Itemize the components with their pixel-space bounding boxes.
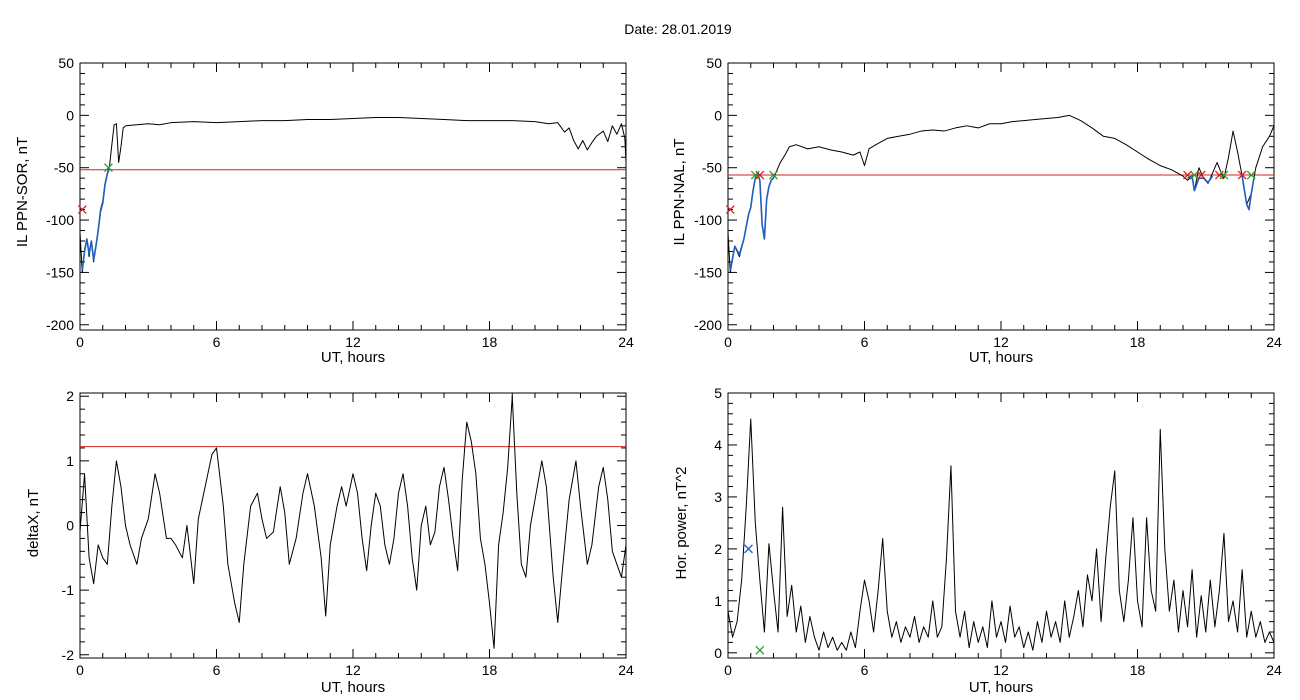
- marker-stroke: [1219, 170, 1229, 180]
- marker-stroke: [725, 205, 735, 215]
- marker-stroke: [755, 645, 765, 655]
- y-tick-label: -2: [62, 647, 75, 663]
- xlabel-hor-power: UT, hours: [969, 679, 1033, 696]
- x-tick-label: 6: [861, 662, 869, 678]
- marker-green: [755, 645, 765, 655]
- x-tick-label: 18: [482, 334, 498, 350]
- y-tick-label: -50: [702, 160, 722, 176]
- y-tick-label: 0: [66, 518, 74, 534]
- y-tick-label: -50: [54, 160, 74, 176]
- series-line-blue: [81, 167, 111, 271]
- y-tick-label: 50: [58, 55, 74, 71]
- data-layer-ppn-sor: [80, 116, 626, 273]
- data-layer-ppn-nal: [728, 114, 1274, 273]
- y-tick-label: 1: [714, 593, 722, 609]
- y-tick-label: 4: [714, 437, 722, 453]
- ylabel-ppn-sor: IL PPN-SOR, nT: [14, 137, 31, 247]
- marker-blue: [744, 544, 753, 554]
- x-tick-label: 6: [861, 334, 869, 350]
- series-line-black: [728, 418, 1274, 651]
- y-tick-label: -100: [46, 212, 74, 228]
- x-tick-label: 24: [618, 334, 634, 350]
- xlabel-ppn-nal: UT, hours: [969, 349, 1033, 366]
- x-tick-label: 0: [724, 662, 732, 678]
- marker-red: [755, 170, 765, 180]
- x-tick-label: 0: [76, 334, 84, 350]
- data-layer-hor-power: [728, 418, 1274, 651]
- ylabel-ppn-nal: IL PPN-NAL, nT: [671, 139, 688, 246]
- marker-green: [103, 163, 113, 173]
- marker-stroke: [744, 544, 753, 554]
- series-line-black: [80, 395, 626, 649]
- panel-deltax: 0 6 12 18 24 2 1 0 -1 -2 UT, hours deltaX, nT: [25, 388, 634, 696]
- y-tick-label: -1: [62, 582, 75, 598]
- y-tick-label: -200: [46, 317, 74, 333]
- marker-stroke: [1237, 170, 1247, 180]
- marker-red: [1237, 170, 1247, 180]
- marker-green: [769, 170, 778, 180]
- marker-red: [725, 205, 735, 215]
- x-tick-label: 0: [724, 334, 732, 350]
- y-tick-label: 2: [714, 541, 722, 557]
- ylabel-hor-power: Hor. power, nT^2: [673, 467, 690, 580]
- y-tick-label: 0: [66, 107, 74, 123]
- panel-ppn-nal: 0 6 12 18 24 50 0 -50 -100 -150 -200 UT, hours IL …: [671, 55, 1282, 366]
- x-tick-label: 24: [1266, 662, 1282, 678]
- x-tick-label: 18: [1130, 334, 1146, 350]
- marker-stroke: [77, 205, 87, 215]
- y-tick-label: 50: [706, 55, 722, 71]
- y-tick-label: 2: [66, 388, 74, 404]
- y-tick-label: 3: [714, 489, 722, 505]
- x-tick-label: 6: [213, 662, 221, 678]
- x-tick-label: 18: [1130, 662, 1146, 678]
- marker-red: [77, 205, 87, 215]
- x-tick-label: 24: [618, 662, 634, 678]
- marker-stroke: [1196, 170, 1206, 180]
- y-tick-label: 0: [714, 107, 722, 123]
- panel-ppn-sor: 0 6 12 18 24 50 0 -50 -100 -150 -200 UT, hours IL …: [14, 55, 634, 366]
- x-tick-label: 24: [1266, 334, 1282, 350]
- x-tick-label: 12: [993, 662, 1009, 678]
- marker-stroke: [1183, 170, 1193, 180]
- marker-stroke: [755, 170, 765, 180]
- x-tick-label: 6: [213, 334, 221, 350]
- series-line-blue: [1241, 175, 1255, 211]
- x-tick-label: 12: [993, 334, 1009, 350]
- y-tick-label: -200: [694, 317, 722, 333]
- x-tick-label: 12: [345, 662, 361, 678]
- marker-stroke: [769, 170, 778, 180]
- marker-stroke: [1246, 170, 1256, 180]
- y-tick-label: -150: [694, 264, 722, 280]
- xlabel-deltax: UT, hours: [321, 679, 385, 696]
- panel-hor-power: 0 6 12 18 24 5 4 3 2 1 0 UT, hours Hor. power, nT^…: [673, 385, 1282, 696]
- y-tick-label: -100: [694, 212, 722, 228]
- x-tick-label: 12: [345, 334, 361, 350]
- marker-red: [1196, 170, 1206, 180]
- marker-green: [1246, 170, 1256, 180]
- x-tick-label: 0: [76, 662, 84, 678]
- y-tick-label: 1: [66, 453, 74, 469]
- data-layer-deltax: [80, 395, 626, 649]
- y-tick-label: 5: [714, 385, 722, 401]
- y-tick-label: 0: [714, 645, 722, 661]
- marker-red: [1183, 170, 1193, 180]
- marker-green: [1219, 170, 1229, 180]
- marker-green: [1189, 170, 1199, 180]
- marker-stroke: [1189, 170, 1199, 180]
- xlabel-ppn-sor: UT, hours: [321, 349, 385, 366]
- x-tick-label: 18: [482, 662, 498, 678]
- marker-stroke: [103, 163, 113, 173]
- ylabel-deltax: deltaX, nT: [25, 489, 42, 557]
- figure-title: Date: 28.01.2019: [624, 21, 732, 37]
- y-tick-label: -150: [46, 264, 74, 280]
